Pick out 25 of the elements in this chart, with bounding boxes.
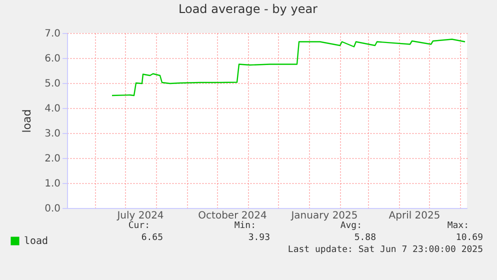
text: Cur: (128, 221, 150, 231)
text: Last update: Sat Jun 7 23:00:00 2025 (288, 245, 483, 255)
x-tick-label: October 2024 (198, 210, 267, 222)
y-tick-label: 6.0 (44, 54, 60, 64)
x-tick-label: July 2024 (116, 210, 164, 222)
y-tick-label: 0.0 (44, 204, 60, 214)
y-tick-label: 7.0 (44, 28, 60, 40)
y-tick-label: 2.0 (44, 154, 60, 164)
text: 6.65 (141, 233, 163, 243)
y-tick-label: 5.0 (44, 78, 60, 90)
text: Avg: (340, 221, 362, 231)
x-tick-label: April 2025 (388, 210, 440, 222)
x-tick-label: January 2025 (290, 210, 358, 222)
line-series (111, 38, 466, 96)
chart-title: Load average - by year (178, 2, 318, 16)
text: 10.69 (456, 233, 483, 243)
y-tick-label: 1.0 (44, 178, 60, 190)
legend-label: load (24, 236, 48, 247)
text: Min: (234, 221, 256, 231)
y-tick-label: 3.0 (44, 128, 60, 140)
y-tick-label: 4.0 (44, 104, 60, 114)
text: Max: (447, 221, 469, 231)
text: 3.93 (248, 233, 270, 243)
y-axis-title: load (20, 109, 34, 133)
text: 5.88 (354, 233, 376, 243)
